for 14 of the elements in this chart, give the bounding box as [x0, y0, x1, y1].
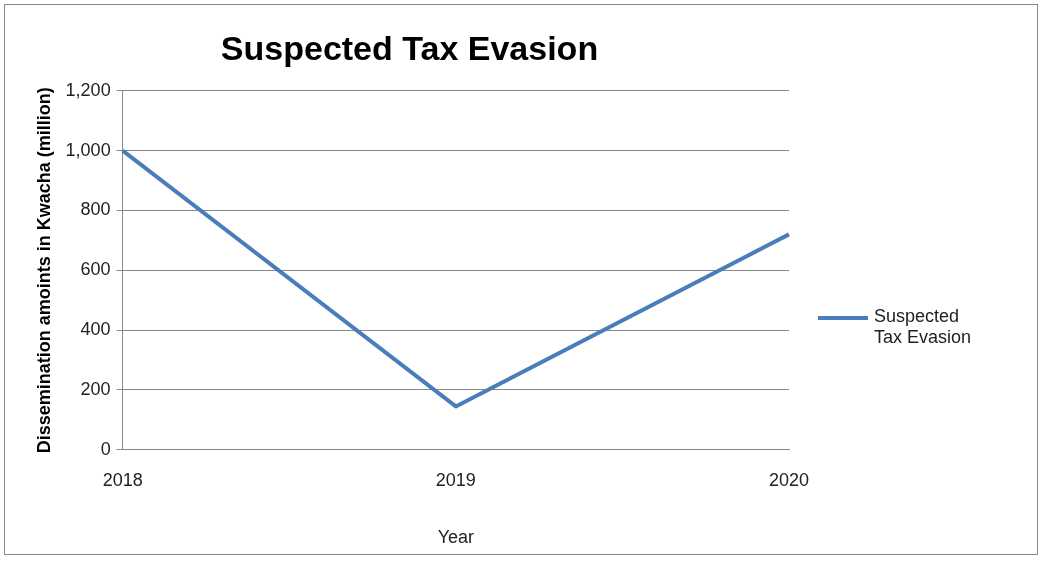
y-tick-label: 200	[80, 378, 111, 399]
legend-label: Suspected Tax Evasion	[874, 306, 973, 348]
x-tick-label: 2020	[768, 469, 810, 490]
y-tick-label: 1,200	[65, 79, 111, 100]
y-tick-label: 800	[80, 199, 111, 220]
y-tick-label: 600	[80, 259, 111, 280]
y-tick-label: 1,000	[65, 139, 111, 160]
chart-title: Suspected Tax Evasion	[220, 28, 599, 67]
x-tick-label: 2019	[435, 469, 476, 490]
y-tick-label: 400	[80, 319, 111, 340]
x-tick-label: 2018	[102, 469, 143, 490]
x-axis-title: Year	[437, 527, 475, 548]
y-tick-label: 0	[100, 438, 111, 459]
y-axis-title: Dissemination amoints in Kwacha (million)	[33, 87, 54, 454]
